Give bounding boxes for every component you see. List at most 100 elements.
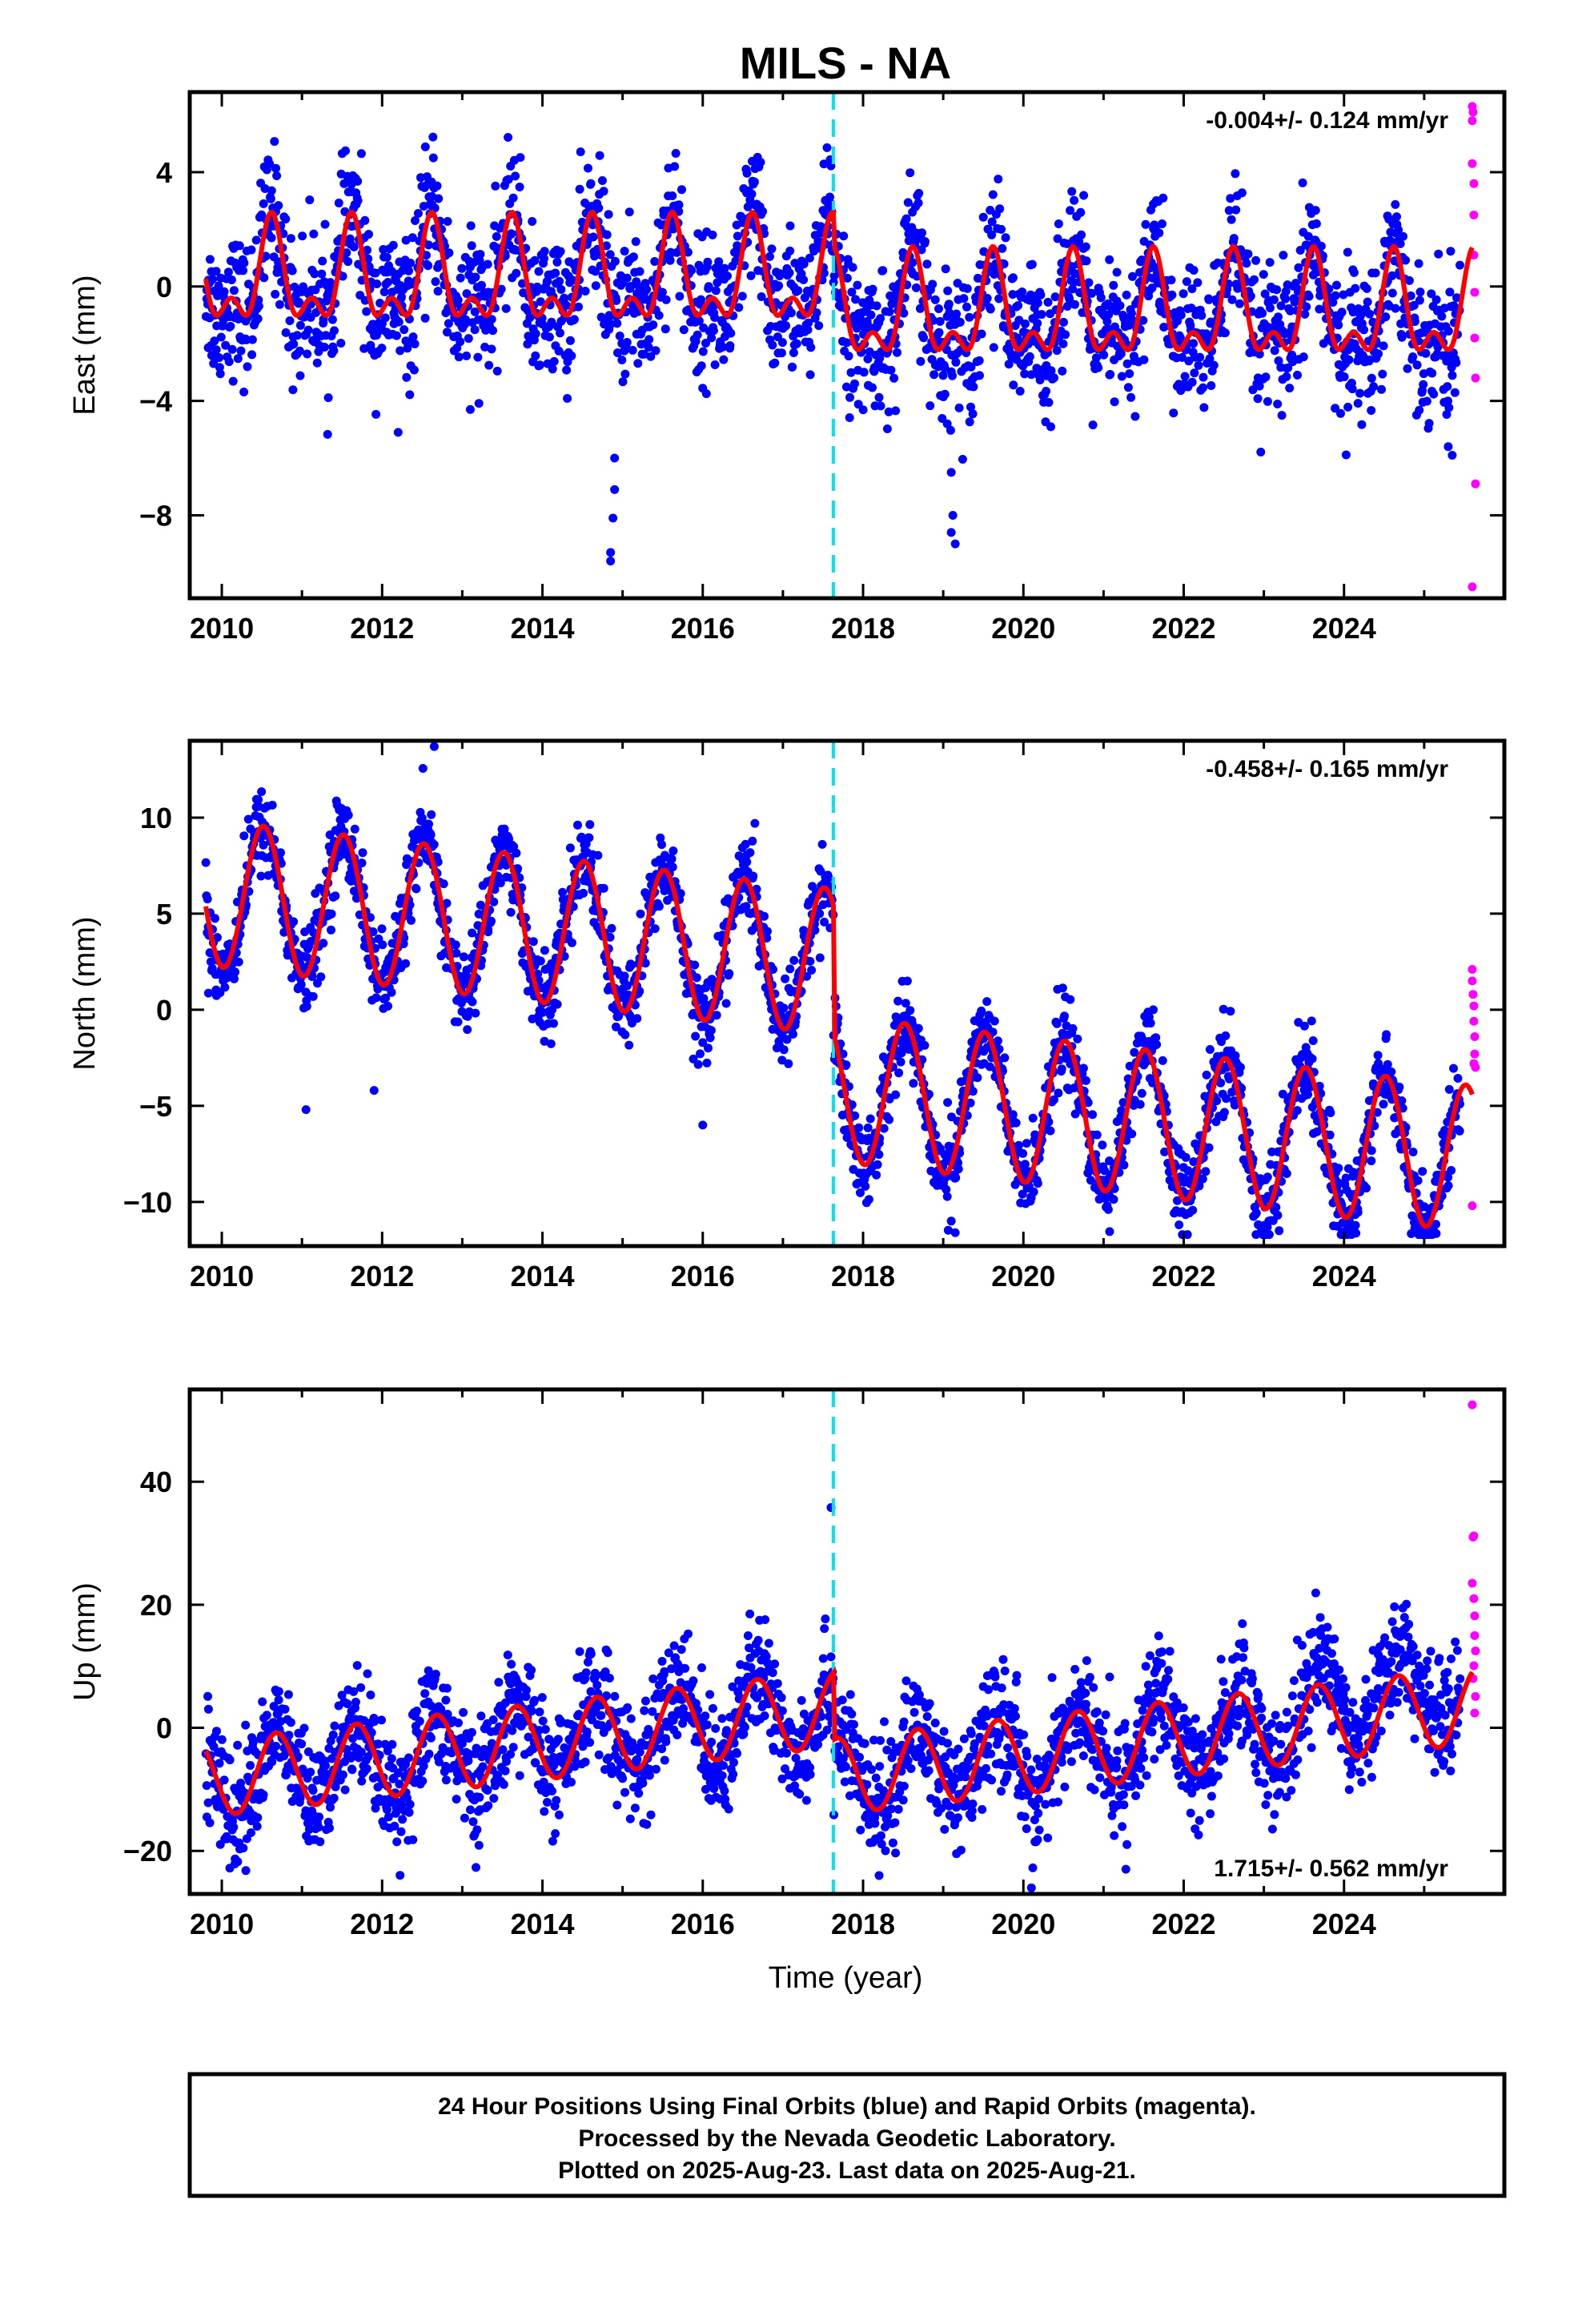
final-orbit-point — [203, 988, 213, 998]
final-orbit-point — [951, 1173, 961, 1183]
final-orbit-point — [1022, 1139, 1031, 1148]
final-orbit-point — [872, 1170, 881, 1180]
final-orbit-point — [975, 371, 984, 380]
final-orbit-point — [1109, 280, 1118, 290]
final-orbit-point — [902, 976, 912, 986]
final-orbit-point — [622, 338, 632, 347]
final-orbit-point — [1362, 1184, 1371, 1193]
final-orbit-point — [875, 353, 885, 363]
final-orbit-point — [1343, 402, 1353, 412]
final-orbit-point — [334, 199, 343, 207]
final-orbit-point — [1158, 219, 1166, 228]
final-orbit-point — [1365, 309, 1375, 319]
final-orbit-point — [1018, 1148, 1028, 1158]
final-orbit-point — [1353, 399, 1363, 408]
final-orbit-point — [459, 952, 468, 962]
final-orbit-point — [607, 923, 616, 933]
final-orbit-point — [584, 833, 594, 842]
final-orbit-point — [615, 332, 624, 340]
final-orbit-point — [825, 192, 834, 202]
final-orbit-point — [1445, 287, 1455, 297]
final-orbit-point — [962, 302, 971, 312]
final-orbit-point — [456, 273, 465, 283]
final-orbit-point — [274, 201, 283, 211]
final-orbit-point — [723, 271, 732, 281]
final-orbit-point — [1190, 368, 1199, 378]
final-orbit-point — [919, 333, 929, 343]
final-orbit-point — [822, 143, 832, 152]
final-orbit-point — [1431, 295, 1441, 304]
final-orbit-point — [779, 1003, 789, 1013]
x-tick-label: 2012 — [350, 1260, 414, 1293]
final-orbit-point — [287, 266, 297, 275]
final-orbit-point — [865, 1114, 875, 1124]
final-orbit-point — [747, 189, 757, 199]
final-orbit-point — [1242, 259, 1251, 268]
final-orbit-point — [372, 279, 382, 288]
outlier-point — [942, 419, 952, 428]
final-orbit-point — [402, 372, 412, 382]
final-orbit-point — [1273, 400, 1283, 408]
final-orbit-point — [1182, 277, 1191, 287]
final-orbit-point — [1302, 302, 1311, 312]
final-orbit-point — [1235, 1063, 1245, 1072]
final-orbit-point — [536, 956, 545, 966]
final-orbit-point — [1033, 1179, 1042, 1188]
final-orbit-point — [899, 308, 909, 318]
final-orbit-point — [942, 1192, 952, 1201]
up-panel: 2010 2012 2014 2016 2018 2020 2022 202440200−20… — [68, 1387, 1507, 1995]
final-orbit-point — [444, 319, 453, 328]
final-orbit-point — [323, 429, 332, 439]
final-orbit-point — [492, 366, 502, 376]
final-orbit-point — [599, 187, 608, 196]
final-orbit-point — [362, 307, 371, 316]
final-orbit-point — [353, 196, 363, 205]
final-orbit-point — [401, 959, 411, 968]
final-orbit-point — [360, 215, 370, 225]
final-orbit-point — [1351, 1228, 1361, 1238]
final-orbit-point — [421, 251, 431, 260]
final-orbit-point — [842, 273, 852, 283]
final-orbit-point — [236, 346, 246, 356]
final-orbit-point — [590, 251, 600, 261]
final-orbit-point — [784, 1059, 793, 1068]
final-orbit-point — [805, 370, 815, 380]
final-orbit-point — [1000, 1053, 1010, 1063]
final-orbit-point — [371, 993, 381, 1003]
final-orbit-point — [1088, 1110, 1098, 1120]
final-orbit-point — [644, 343, 653, 352]
y-tick-label: 0 — [156, 271, 172, 304]
final-orbit-point — [504, 175, 513, 184]
final-orbit-point — [267, 233, 276, 243]
final-orbit-point — [1308, 1036, 1318, 1045]
final-orbit-point — [551, 268, 560, 278]
final-orbit-point — [1293, 370, 1302, 380]
final-orbit-point — [1199, 383, 1208, 392]
final-orbit-point — [487, 916, 496, 926]
final-orbit-point — [1424, 419, 1434, 428]
final-orbit-point — [1431, 1228, 1441, 1238]
final-orbit-point — [622, 273, 632, 283]
final-orbit-point — [1412, 360, 1422, 370]
final-orbit-point — [1331, 291, 1340, 300]
final-orbit-point — [271, 289, 280, 299]
final-orbit-point — [864, 1195, 873, 1204]
final-orbit-point — [1076, 207, 1086, 217]
y-tick-label: −10 — [123, 1186, 172, 1219]
final-orbit-point — [1181, 1152, 1191, 1162]
final-orbit-point — [786, 308, 796, 318]
final-orbit-point — [618, 377, 628, 387]
final-orbit-point — [1231, 169, 1240, 179]
final-orbit-point — [1258, 308, 1267, 318]
final-orbit-point — [789, 348, 798, 357]
final-orbit-point — [1058, 366, 1067, 376]
final-orbit-point — [1033, 319, 1042, 328]
outlier-point — [698, 1120, 708, 1130]
final-orbit-point — [1367, 406, 1376, 415]
final-orbit-point — [292, 331, 302, 340]
final-orbit-point — [409, 365, 419, 375]
rapid-orbit-point — [1468, 1201, 1477, 1211]
north-panel: 2010 2012 2014 2016 2018 2020 2022 20241050−5−1… — [68, 738, 1507, 1293]
final-orbit-point — [872, 301, 881, 311]
final-orbit-point — [496, 284, 506, 294]
